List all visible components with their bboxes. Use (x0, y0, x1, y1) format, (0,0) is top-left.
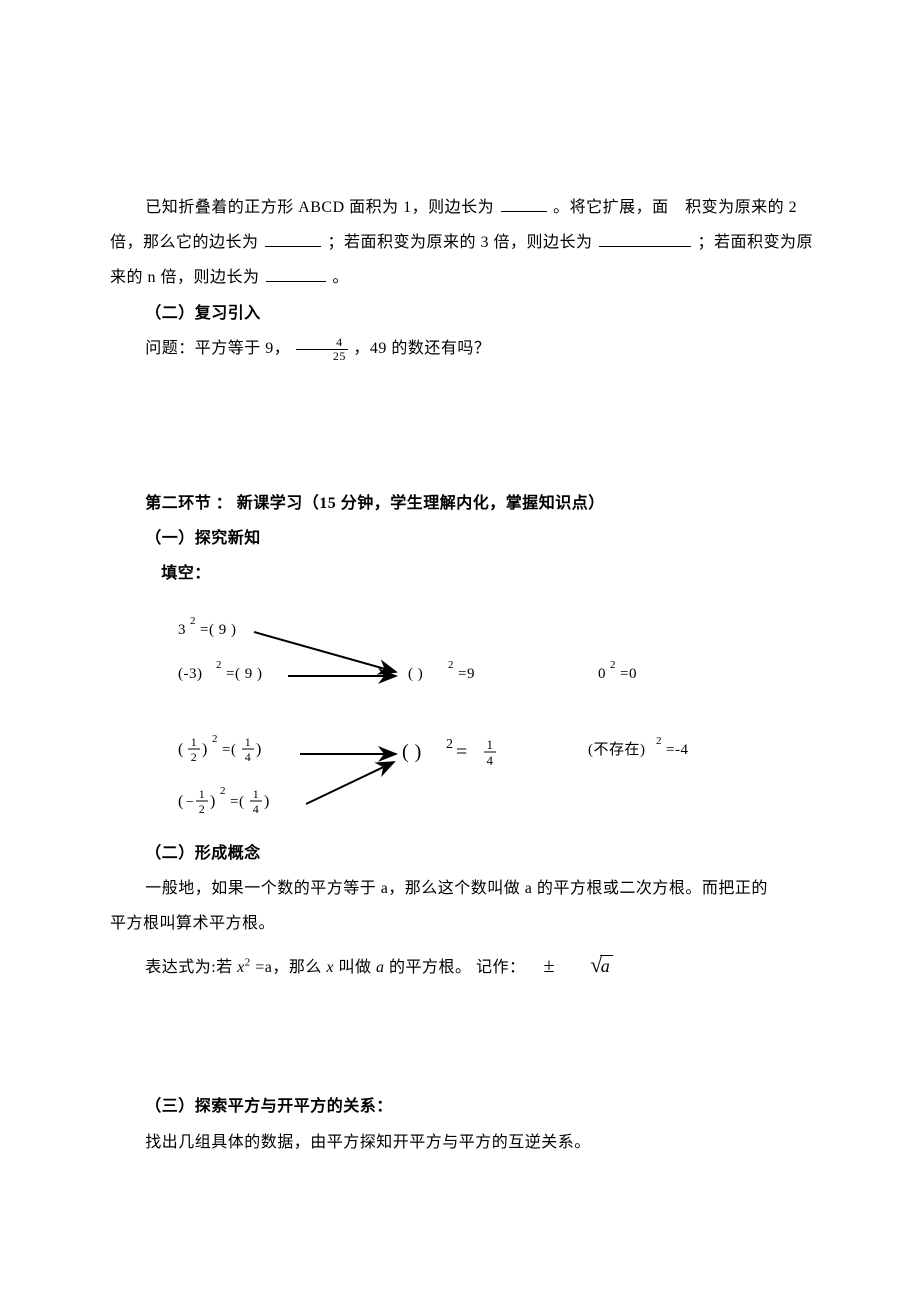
sec2-question: 问题：平方等于 9， 4 25 ，49 的数还有吗？ (110, 331, 820, 366)
p2-pre: 表达式为:若 (145, 959, 237, 976)
svg-text:4: 4 (487, 753, 494, 768)
concept-heading: （二）形成概念 (110, 836, 820, 871)
svg-text:( ): ( ) (402, 741, 422, 763)
concept-p1: 一般地，如果一个数的平方等于 a，那么这个数叫做 a 的平方根或二次方根。而把正… (110, 871, 820, 906)
svg-text:): ) (210, 793, 216, 810)
p2-x2: x (326, 959, 334, 976)
blank-2 (265, 230, 321, 247)
frac-4-25: 4 25 (296, 336, 348, 362)
fill-label: 填空： (161, 556, 820, 591)
concept-p1b: 平方根叫算术平方根。 (110, 906, 820, 941)
svg-text:(: ( (178, 741, 184, 758)
svg-text:1: 1 (245, 735, 252, 749)
svg-text:): ) (202, 741, 208, 758)
sec2-q-post: ，49 的数还有吗？ (353, 340, 490, 357)
svg-text:2: 2 (610, 659, 616, 671)
svg-text:2: 2 (448, 659, 454, 671)
sec2-heading: （二）复习引入 (110, 296, 820, 331)
svg-text:−: − (186, 795, 194, 810)
svg-text:2: 2 (212, 733, 218, 745)
svg-text:2: 2 (191, 750, 198, 764)
blank-1 (501, 195, 547, 212)
svg-text:2: 2 (199, 802, 206, 816)
svg-text:): ) (264, 793, 270, 810)
sec2-q-pre: 问题：平方等于 9， (145, 340, 290, 357)
svg-text:1: 1 (487, 737, 494, 752)
diagram-svg: 32=( 9 )(-3)2=( 9 )( )2=902=0(12)2=(14)(… (158, 606, 718, 836)
p2-a: a (376, 959, 385, 976)
svg-text:(-3): (-3) (178, 666, 203, 682)
svg-text:=(: =( (222, 742, 236, 758)
intro-1-pre: 已知折叠着的正方形 ABCD 面积为 1，则边长为 (145, 199, 494, 216)
p2-mid2: 叫做 (339, 959, 377, 976)
intro-2-mid: ；若面积变为原来的 3 倍，则边长为 (328, 234, 593, 251)
svg-text:4: 4 (245, 750, 252, 764)
p2-post: 的平方根。 记作： (389, 959, 526, 976)
svg-text:=( 9 ): =( 9 ) (226, 666, 262, 682)
p2-x: x (237, 959, 245, 976)
blank-4 (266, 265, 326, 282)
p2-exp: 2 (245, 957, 251, 969)
svg-text:4: 4 (253, 802, 260, 816)
svg-text:(不存在): (不存在) (588, 741, 646, 758)
blank-3 (599, 230, 691, 247)
svg-text:): ) (256, 741, 262, 758)
svg-text:( ): ( ) (408, 666, 423, 682)
svg-text:=0: =0 (620, 666, 637, 682)
pm-sqrt: ±√a (544, 955, 614, 977)
svg-text:(: ( (178, 793, 184, 810)
part2-s1-heading: （一）探究新知 (110, 521, 820, 556)
svg-text:=-4: =-4 (666, 742, 688, 758)
svg-text:=( 9 ): =( 9 ) (200, 622, 236, 638)
svg-text:=9: =9 (458, 666, 475, 682)
intro-1-post: 。将它扩展，面 积变为原来的 (553, 199, 784, 216)
svg-text:2: 2 (220, 785, 226, 797)
svg-text:1: 1 (253, 787, 260, 801)
svg-text:=: = (456, 741, 468, 763)
intro-2-post: ；若面积变为原 (698, 234, 814, 251)
svg-text:1: 1 (199, 787, 206, 801)
svg-text:1: 1 (191, 735, 198, 749)
svg-text:3: 3 (178, 622, 186, 638)
explore-body: 找出几组具体的数据，由平方探知开平方与平方的互逆关系。 (110, 1125, 820, 1160)
intro-3-post: 。 (333, 269, 350, 286)
intro-3-pre: 来的 n 倍，则边长为 (110, 269, 260, 286)
explore-heading-real: （三）探索平方与开平方的关系： (110, 1089, 820, 1124)
diagram-container: 32=( 9 )(-3)2=( 9 )( )2=902=0(12)2=(14)(… (158, 606, 820, 836)
p2-mid: =a，那么 (255, 959, 326, 976)
svg-text:2: 2 (446, 737, 454, 752)
concept-p2: 表达式为:若 x2 =a，那么 x 叫做 a 的平方根。 记作： ±√a (110, 941, 820, 989)
svg-text:2: 2 (656, 735, 662, 747)
svg-text:0: 0 (598, 666, 606, 682)
svg-text:=(: =( (230, 794, 244, 810)
part2-title: 第二环节 ： 新课学习（15 分钟，学生理解内化，掌握知识点） (110, 486, 820, 521)
svg-text:2: 2 (190, 615, 196, 627)
intro-paragraph: 已知折叠着的正方形 ABCD 面积为 1，则边长为 。将它扩展，面 积变为原来的… (110, 190, 820, 296)
svg-text:2: 2 (216, 659, 222, 671)
